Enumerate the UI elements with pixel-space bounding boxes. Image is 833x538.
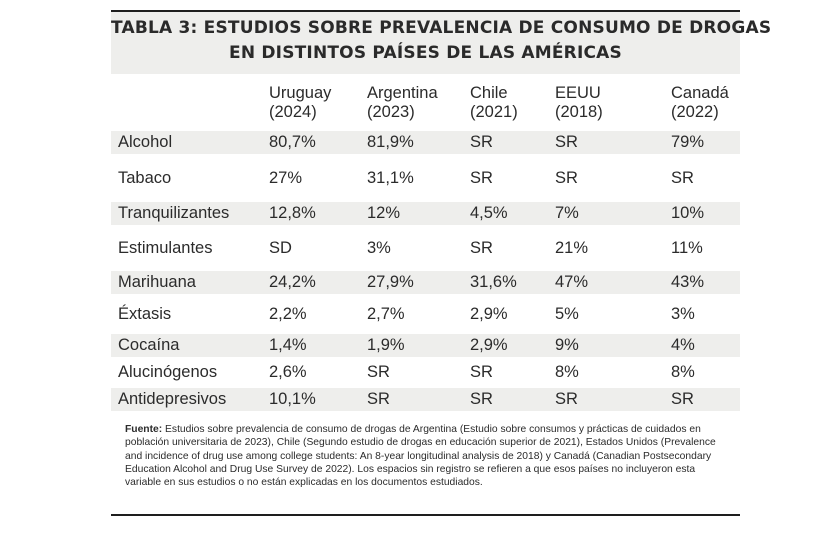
table-row: Éxtasis 2,2% 2,7% 2,9% 5% 3% — [111, 294, 740, 334]
table-title: TABLA 3: ESTUDIOS SOBRE PREVALENCIA DE C… — [111, 12, 772, 74]
table-row: Alucinógenos 2,6% SR SR 8% 8% — [111, 357, 740, 388]
row-label: Estimulantes — [118, 238, 213, 257]
table-cell: SR — [470, 168, 493, 187]
table-cell: 8% — [555, 363, 579, 381]
footnote-label: Fuente: — [125, 424, 163, 435]
table-cell: SR — [470, 388, 555, 411]
row-label: Marihuana — [111, 271, 269, 294]
table-cell: SD — [269, 238, 292, 257]
table-cell: SR — [470, 238, 493, 257]
table-cell: 10,1% — [269, 388, 367, 411]
table-cell: 12,8% — [269, 202, 367, 225]
table-cell: 27,9% — [367, 271, 470, 294]
table-cell: 1,4% — [269, 334, 367, 357]
table-row: Estimulantes SD 3% SR 21% 11% — [111, 225, 740, 271]
row-label: Alucinógenos — [118, 363, 218, 381]
table-cell: SR — [671, 168, 694, 187]
table-cell: 1,9% — [367, 334, 470, 357]
header-chile: Chile (2021) — [470, 84, 518, 121]
table-cell: SR — [367, 388, 470, 411]
table-cell: 9% — [555, 334, 671, 357]
footnote-text: Estudios sobre prevalencia de consumo de… — [125, 424, 716, 489]
row-label: Tranquilizantes — [111, 202, 269, 225]
table-cell: SR — [671, 388, 740, 411]
table-cell: SR — [367, 363, 390, 381]
table-cell: 2,7% — [367, 304, 405, 323]
header-argentina: Argentina (2023) — [367, 84, 438, 121]
table-cell: 2,9% — [470, 334, 555, 357]
table-cell: 5% — [555, 304, 579, 323]
table-cell: 24,2% — [269, 271, 367, 294]
header-canada: Canadá (2022) — [671, 84, 729, 121]
prevalence-table: Uruguay (2024) Argentina (2023) Chile (2021… — [111, 74, 740, 411]
table-title-line-1: TABLA 3: ESTUDIOS SOBRE PREVALENCIA DE C… — [111, 18, 772, 38]
header-uruguay: Uruguay (2024) — [269, 84, 332, 121]
table-cell: 31,6% — [470, 271, 555, 294]
table-row: Marihuana 24,2% 27,9% 31,6% 47% 43% — [111, 271, 740, 294]
table-cell: 21% — [555, 238, 589, 257]
table-cell: 10% — [671, 202, 740, 225]
table-cell: 79% — [671, 131, 740, 154]
row-label: Antidepresivos — [111, 388, 269, 411]
table-cell: 47% — [555, 271, 671, 294]
row-label: Alcohol — [111, 131, 269, 154]
table-cell: 2,2% — [269, 304, 307, 323]
header-empty-cell — [111, 74, 269, 131]
table-row: Alcohol 80,7% 81,9% SR SR 79% — [111, 131, 740, 154]
table-cell: 31,1% — [367, 168, 414, 187]
table-cell: 8% — [671, 363, 695, 381]
table-cell: SR — [470, 363, 493, 381]
table-cell: SR — [555, 388, 671, 411]
table-cell: 2,9% — [470, 304, 508, 323]
table-figure: TABLA 3: ESTUDIOS SOBRE PREVALENCIA DE C… — [111, 10, 772, 516]
table-row: Tabaco 27% 31,1% SR SR SR — [111, 154, 740, 202]
table-cell: 4% — [671, 334, 740, 357]
table-cell: 11% — [671, 238, 703, 257]
table-cell: SR — [555, 168, 578, 187]
row-label: Éxtasis — [118, 304, 172, 323]
header-eeuu: EEUU (2018) — [555, 84, 603, 121]
table-cell: SR — [470, 131, 555, 154]
table-cell: 3% — [671, 304, 695, 323]
table-title-line-2: EN DISTINTOS PAÍSES DE LAS AMÉRICAS — [229, 43, 622, 63]
table-row: Antidepresivos 10,1% SR SR SR SR — [111, 388, 740, 411]
table-cell: 2,6% — [269, 363, 307, 381]
row-label: Tabaco — [118, 168, 172, 187]
table-cell: 12% — [367, 202, 470, 225]
table-header-row: Uruguay (2024) Argentina (2023) Chile (2021… — [111, 74, 740, 131]
table-cell: 3% — [367, 238, 391, 257]
table-cell: SR — [555, 131, 671, 154]
row-label: Cocaína — [111, 334, 269, 357]
table-cell: 80,7% — [269, 131, 367, 154]
table-cell: 43% — [671, 271, 740, 294]
table-cell: 27% — [269, 168, 303, 187]
table-cell: 4,5% — [470, 202, 555, 225]
table-cell: 7% — [555, 202, 671, 225]
table-cell: 81,9% — [367, 131, 470, 154]
table-row: Cocaína 1,4% 1,9% 2,9% 9% 4% — [111, 334, 740, 357]
table-row: Tranquilizantes 12,8% 12% 4,5% 7% 10% — [111, 202, 740, 225]
source-footnote: Fuente: Estudios sobre prevalencia de co… — [111, 411, 740, 489]
